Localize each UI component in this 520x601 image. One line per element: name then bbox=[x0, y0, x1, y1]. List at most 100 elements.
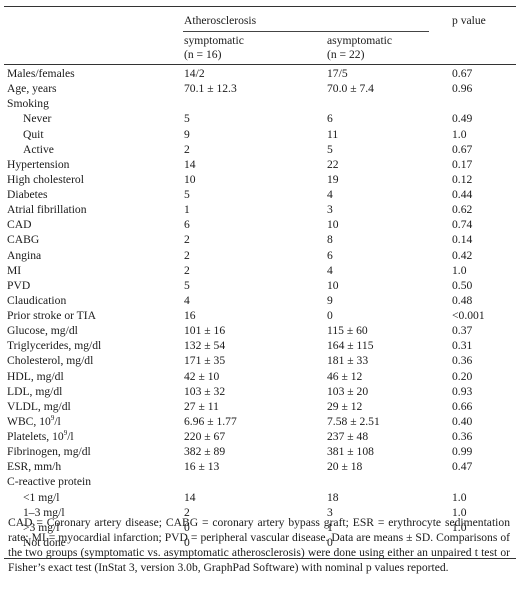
symptomatic-value: 16 bbox=[184, 309, 196, 322]
table-row: LDL, mg/dl 103 ± 32 103 ± 20 0.93 bbox=[4, 384, 516, 399]
row-label: MI bbox=[7, 263, 22, 277]
symptomatic-value: 10 bbox=[184, 172, 196, 186]
symptomatic-value: 5 bbox=[184, 278, 190, 292]
asymptomatic-value: 103 ± 20 bbox=[327, 384, 369, 398]
asymptomatic-value: 181 ± 33 bbox=[327, 354, 369, 368]
p-value: 1.0 bbox=[452, 127, 467, 141]
symptomatic-value: 42 ± 10 bbox=[184, 369, 220, 383]
top-rule bbox=[4, 6, 516, 7]
header-rule bbox=[4, 64, 516, 65]
row-label: Age, years bbox=[7, 82, 57, 96]
asymptomatic-value: 10 bbox=[327, 218, 339, 232]
table-row: C-reactive protein bbox=[4, 474, 516, 489]
table-body: Males/females 14/2 17/5 0.67 Age, years 70.1 … bbox=[4, 66, 516, 550]
asymptomatic-value: 4 bbox=[327, 188, 333, 201]
table-row: Angina 2 6 0.42 bbox=[4, 248, 516, 263]
p-value: 0.96 bbox=[452, 82, 473, 96]
asymptomatic-value: 20 ± 18 bbox=[327, 460, 363, 474]
row-label: Atrial fibrillation bbox=[7, 203, 87, 217]
table-row: MI 2 4 1.0 bbox=[4, 263, 516, 278]
symptomatic-value: 16 ± 13 bbox=[184, 460, 220, 474]
p-value: 0.67 bbox=[452, 67, 473, 80]
symptomatic-value: 2 bbox=[184, 248, 190, 262]
p-value: 0.12 bbox=[452, 172, 473, 186]
asymptomatic-value: 164 ± 115 bbox=[327, 339, 374, 353]
p-value: 0.99 bbox=[452, 445, 473, 459]
asymptomatic-value: 115 ± 60 bbox=[327, 324, 368, 338]
p-value: 0.93 bbox=[452, 384, 473, 398]
table-row: Hypertension 14 22 0.17 bbox=[4, 157, 516, 172]
table-row: 1–3 mg/l 2 3 1.0 bbox=[4, 505, 516, 520]
table-row: Atrial fibrillation 1 3 0.62 bbox=[4, 202, 516, 217]
table-row: >3 mg/l 0 1 1.0 bbox=[4, 520, 516, 535]
table-row: ESR, mm/h 16 ± 13 20 ± 18 0.47 bbox=[4, 459, 516, 474]
asymptomatic-value: 0 bbox=[327, 535, 333, 549]
p-value: 1.0 bbox=[452, 263, 467, 277]
row-label: Fibrinogen, mg/dl bbox=[7, 445, 91, 459]
header-asymptomatic-n: (n = 22) bbox=[327, 48, 365, 61]
asymptomatic-value: 29 ± 12 bbox=[327, 399, 363, 413]
p-value: 0.17 bbox=[452, 157, 473, 171]
table-row: Prior stroke or TIA 16 0 <0.001 bbox=[4, 308, 516, 323]
row-label: PVD bbox=[7, 278, 31, 292]
p-value: <0.001 bbox=[452, 309, 485, 322]
table-row: Claudication 4 9 0.48 bbox=[4, 293, 516, 308]
p-value: 0.48 bbox=[452, 293, 473, 307]
symptomatic-value: 4 bbox=[184, 293, 190, 307]
asymptomatic-value: 19 bbox=[327, 172, 339, 186]
symptomatic-value: 70.1 ± 12.3 bbox=[184, 82, 237, 96]
asymptomatic-value: 6 bbox=[327, 248, 333, 262]
row-label: HDL, mg/dl bbox=[7, 369, 64, 383]
table-row: Age, years 70.1 ± 12.3 70.0 ± 7.4 0.96 bbox=[4, 81, 516, 96]
symptomatic-value: 6 bbox=[184, 218, 190, 232]
table-row: Fibrinogen, mg/dl 382 ± 89 381 ± 108 0.99 bbox=[4, 444, 516, 459]
row-label: Cholesterol, mg/dl bbox=[7, 354, 94, 368]
asymptomatic-value: 18 bbox=[327, 490, 339, 504]
asymptomatic-value: 381 ± 108 bbox=[327, 445, 374, 459]
header-pvalue: p value bbox=[452, 14, 486, 27]
table-row: HDL, mg/dl 42 ± 10 46 ± 12 0.20 bbox=[4, 369, 516, 384]
symptomatic-value: 171 ± 35 bbox=[184, 354, 226, 368]
row-label: Hypertension bbox=[7, 157, 70, 171]
p-value: 0.37 bbox=[452, 324, 473, 338]
table-row: High cholesterol 10 19 0.12 bbox=[4, 172, 516, 187]
row-label: C-reactive protein bbox=[7, 475, 92, 489]
row-label: Platelets, 109/l bbox=[7, 429, 74, 443]
table-row: Males/females 14/2 17/5 0.67 bbox=[4, 66, 516, 81]
asymptomatic-value: 70.0 ± 7.4 bbox=[327, 82, 374, 96]
asymptomatic-value: 1 bbox=[327, 520, 333, 534]
table-row: WBC, 109/l 6.96 ± 1.77 7.58 ± 2.51 0.40 bbox=[4, 414, 516, 429]
asymptomatic-value: 11 bbox=[327, 127, 339, 141]
table-row: Not done 0 0 bbox=[4, 535, 516, 550]
table-row: CABG 2 8 0.14 bbox=[4, 232, 516, 247]
symptomatic-value: 5 bbox=[184, 188, 190, 201]
row-label: Active bbox=[23, 142, 54, 156]
symptomatic-value: 14/2 bbox=[184, 67, 205, 80]
symptomatic-value: 9 bbox=[184, 127, 190, 141]
row-label: High cholesterol bbox=[7, 172, 84, 186]
row-label: WBC, 109/l bbox=[7, 414, 61, 428]
asymptomatic-value: 5 bbox=[327, 142, 333, 156]
table-row: Quit 9 11 1.0 bbox=[4, 127, 516, 142]
row-label: Diabetes bbox=[7, 188, 48, 201]
p-value: 0.50 bbox=[452, 278, 473, 292]
p-value: 1.0 bbox=[452, 490, 467, 504]
row-label: VLDL, mg/dl bbox=[7, 399, 71, 413]
symptomatic-value: 2 bbox=[184, 142, 190, 156]
asymptomatic-value: 6 bbox=[327, 112, 333, 126]
row-label: CAD bbox=[7, 218, 32, 232]
row-label: Quit bbox=[23, 127, 44, 141]
table-row: PVD 5 10 0.50 bbox=[4, 278, 516, 293]
group-underline bbox=[183, 31, 429, 32]
symptomatic-value: 2 bbox=[184, 505, 190, 519]
row-label: <1 mg/l bbox=[23, 490, 60, 504]
table-row: Never 5 6 0.49 bbox=[4, 111, 516, 126]
row-label: Prior stroke or TIA bbox=[7, 309, 96, 322]
row-label: Triglycerides, mg/dl bbox=[7, 339, 102, 353]
symptomatic-value: 0 bbox=[184, 520, 190, 534]
symptomatic-value: 220 ± 67 bbox=[184, 430, 226, 443]
table-row: VLDL, mg/dl 27 ± 11 29 ± 12 0.66 bbox=[4, 399, 516, 414]
asymptomatic-value: 10 bbox=[327, 278, 339, 292]
table-row: CAD 6 10 0.74 bbox=[4, 217, 516, 232]
